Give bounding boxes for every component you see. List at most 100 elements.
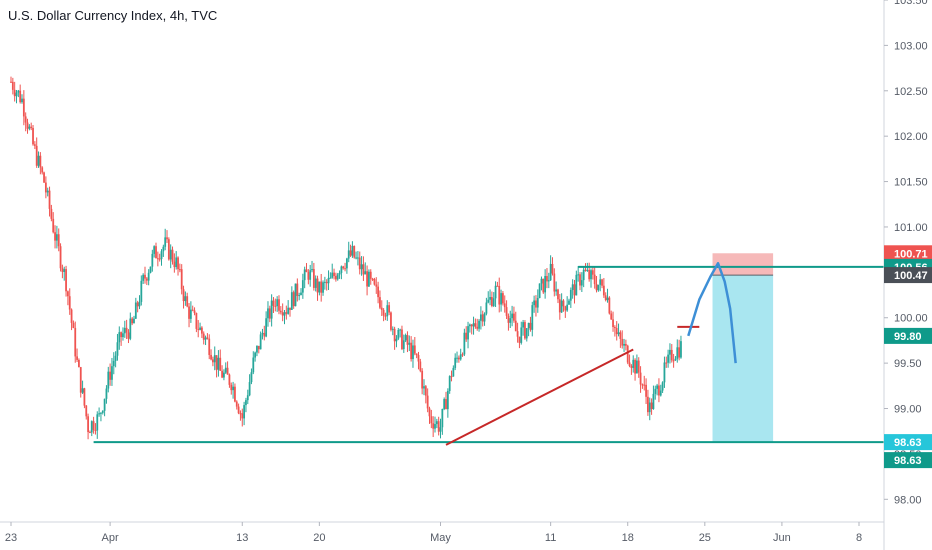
candle-down: [542, 278, 545, 293]
candle-down: [379, 297, 381, 308]
candle-up: [459, 354, 462, 360]
candle-down: [496, 285, 499, 287]
candle-down: [87, 416, 89, 433]
candle-down: [226, 367, 229, 375]
candle-up: [454, 357, 457, 368]
candle-down: [178, 269, 181, 271]
candle-up: [568, 300, 570, 305]
candle-up: [283, 312, 286, 316]
candle-down: [171, 249, 174, 262]
candle-down: [120, 332, 123, 338]
candle-down: [78, 359, 80, 368]
candle-down: [239, 413, 242, 415]
candle-up: [55, 234, 58, 241]
candle-up: [531, 305, 534, 330]
candle-down: [450, 376, 453, 378]
time-axis[interactable]: 23 Apr 13 20 May 11 18 25 Jun 8: [0, 521, 884, 544]
candle-down: [289, 307, 291, 310]
candle-up: [298, 295, 301, 297]
candle-up: [412, 345, 414, 360]
candle-up: [303, 269, 306, 281]
candle-up: [448, 376, 451, 391]
candle-down: [665, 362, 668, 364]
candle-down: [417, 355, 420, 362]
candle-up: [547, 280, 550, 282]
time-tick-label: 8: [856, 532, 862, 544]
candle-down: [595, 284, 598, 291]
candle-up: [261, 332, 264, 335]
time-tick-label: May: [430, 532, 451, 544]
candle-up: [509, 318, 512, 323]
candle-down: [30, 126, 33, 128]
candle-down: [296, 283, 299, 296]
candle-up: [522, 322, 525, 328]
candle-up: [199, 327, 201, 330]
candle-down: [613, 327, 616, 329]
candle-down: [612, 319, 614, 328]
candle-down: [274, 305, 277, 307]
candle-down: [234, 386, 236, 402]
candle-down: [200, 327, 203, 334]
price-tag: [884, 327, 932, 344]
candle-up: [402, 340, 405, 350]
candle-up: [114, 355, 117, 361]
candle-up: [669, 349, 671, 355]
candle-down: [70, 309, 73, 323]
candle-up: [248, 382, 251, 396]
candle-down: [59, 246, 62, 269]
candle-up: [217, 357, 220, 370]
candle-down: [643, 384, 646, 386]
candle-down: [604, 295, 607, 301]
candle-down: [430, 416, 433, 424]
candle-up: [536, 298, 539, 308]
candle-down: [127, 332, 130, 339]
candle-down: [156, 258, 159, 260]
candle-down: [316, 278, 319, 293]
candle-up: [107, 371, 110, 389]
candle-down: [621, 338, 624, 346]
candle-down: [516, 331, 519, 337]
candle-up: [213, 355, 216, 363]
candle-up: [408, 342, 411, 345]
candle-down: [624, 343, 627, 346]
candle-up: [160, 251, 163, 260]
candle-down: [377, 286, 379, 298]
candle-down: [279, 310, 282, 313]
candle-up: [329, 277, 332, 279]
price-tag-label: 100.47: [894, 270, 928, 282]
candle-down: [553, 273, 556, 292]
candle-down: [285, 312, 288, 314]
price-tick-label: 102.50: [894, 86, 928, 98]
candle-up: [164, 237, 167, 247]
price-tick-label: 98.00: [894, 494, 922, 506]
candle-down: [421, 370, 424, 389]
candle-up: [443, 399, 446, 409]
candle-up: [439, 427, 442, 432]
candle-down: [94, 429, 97, 431]
candle-up: [511, 313, 513, 319]
candle-down: [61, 268, 64, 272]
candle-down: [564, 306, 567, 311]
time-tick-label: 11: [545, 532, 556, 544]
candle-down: [272, 300, 275, 306]
candle-down: [89, 432, 91, 434]
candle-up: [223, 372, 225, 378]
candle-down: [513, 313, 515, 321]
candle-up: [246, 395, 249, 401]
candle-up: [322, 282, 324, 293]
candle-up: [483, 313, 486, 322]
candle-up: [364, 271, 367, 275]
candle-down: [155, 246, 157, 259]
candle-up: [368, 271, 370, 287]
candle-up: [663, 362, 666, 383]
candle-up: [309, 270, 312, 280]
candle-down: [476, 326, 479, 329]
candle-up: [357, 257, 359, 259]
candle-up: [494, 285, 497, 299]
candle-up: [290, 292, 293, 310]
candle-up: [652, 393, 655, 410]
candle-up: [122, 333, 124, 338]
candle-up: [301, 280, 304, 293]
candle-up: [232, 386, 234, 391]
